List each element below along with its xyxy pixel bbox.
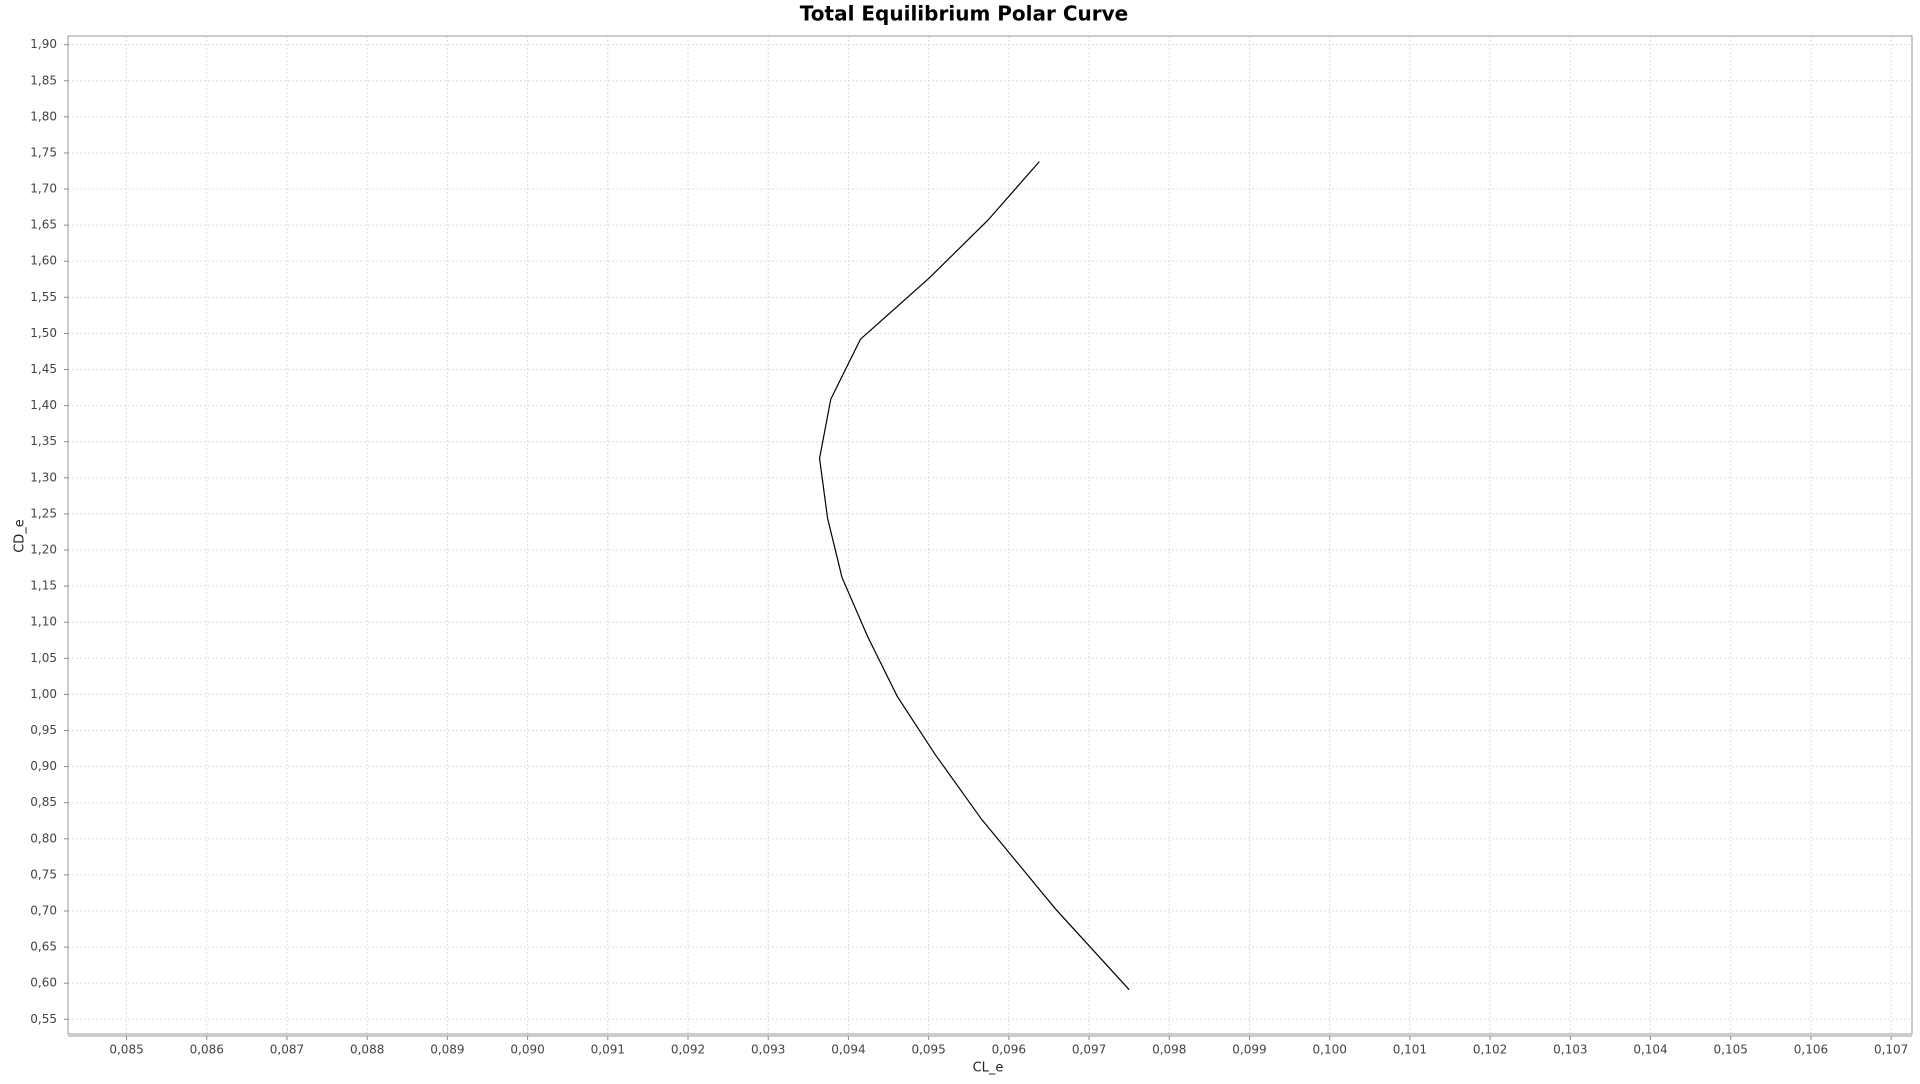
y-axis-label: CD_e [13, 519, 28, 553]
y-tick-label: 1,10 [30, 615, 57, 629]
x-tick-label: 0,086 [190, 1043, 224, 1057]
x-tick-label: 0,104 [1633, 1043, 1667, 1057]
x-tick-label: 0,106 [1794, 1043, 1828, 1057]
x-axis-label: CL_e [973, 1061, 1004, 1076]
y-tick-label: 0,70 [30, 903, 57, 917]
x-tick-label: 0,098 [1152, 1043, 1186, 1057]
x-tick-label: 0,099 [1232, 1043, 1266, 1057]
y-tick-label: 0,80 [30, 831, 57, 845]
data-line [818, 161, 1130, 991]
y-tick-label: 0,85 [30, 795, 57, 809]
y-tick-label: 1,05 [30, 651, 57, 665]
y-tick-label: 1,30 [30, 470, 57, 484]
x-tick-label: 0,095 [911, 1043, 945, 1057]
y-tick-label: 1,75 [30, 145, 57, 159]
x-tick-label: 0,097 [1072, 1043, 1106, 1057]
y-tick-label: 1,70 [30, 182, 57, 196]
x-tick-label: 0,096 [992, 1043, 1026, 1057]
y-tick-label: 0,90 [30, 759, 57, 773]
x-tick-label: 0,087 [270, 1043, 304, 1057]
y-tick-label: 1,15 [30, 579, 57, 593]
x-tick-label: 0,089 [430, 1043, 464, 1057]
y-tick-label: 1,35 [30, 434, 57, 448]
x-tick-label: 0,100 [1313, 1043, 1347, 1057]
y-tick-label: 0,75 [30, 867, 57, 881]
y-tick-label: 1,25 [30, 506, 57, 520]
y-tick-label: 1,55 [30, 290, 57, 304]
chart-title: Total Equilibrium Polar Curve [800, 2, 1128, 26]
x-tick-label: 0,092 [671, 1043, 705, 1057]
y-tick-label: 0,65 [30, 940, 57, 954]
plot-frame [67, 35, 1913, 1035]
y-tick-label: 1,80 [30, 109, 57, 123]
y-tick-label: 1,45 [30, 362, 57, 376]
y-tick-label: 1,20 [30, 543, 57, 557]
y-tick-label: 1,90 [30, 37, 57, 51]
y-tick-label: 1,60 [30, 254, 57, 268]
y-tick-label: 1,50 [30, 326, 57, 340]
x-tick-label: 0,088 [350, 1043, 384, 1057]
y-tick-label: 0,55 [30, 1012, 57, 1026]
x-tick-label: 0,091 [591, 1043, 625, 1057]
y-tick-label: 0,95 [30, 723, 57, 737]
y-tick-label: 0,60 [30, 976, 57, 990]
x-tick-label: 0,090 [510, 1043, 544, 1057]
y-tick-label: 1,40 [30, 398, 57, 412]
x-tick-label: 0,102 [1473, 1043, 1507, 1057]
x-tick-label: 0,094 [831, 1043, 865, 1057]
y-tick-label: 1,65 [30, 218, 57, 232]
x-tick-label: 0,101 [1393, 1043, 1427, 1057]
x-tick-label: 0,103 [1553, 1043, 1587, 1057]
x-tick-label: 0,093 [751, 1043, 785, 1057]
x-tick-label: 0,085 [109, 1043, 143, 1057]
y-tick-label: 1,85 [30, 73, 57, 87]
x-tick-label: 0,107 [1874, 1043, 1908, 1057]
x-tick-label: 0,105 [1714, 1043, 1748, 1057]
y-tick-label: 1,00 [30, 687, 57, 701]
